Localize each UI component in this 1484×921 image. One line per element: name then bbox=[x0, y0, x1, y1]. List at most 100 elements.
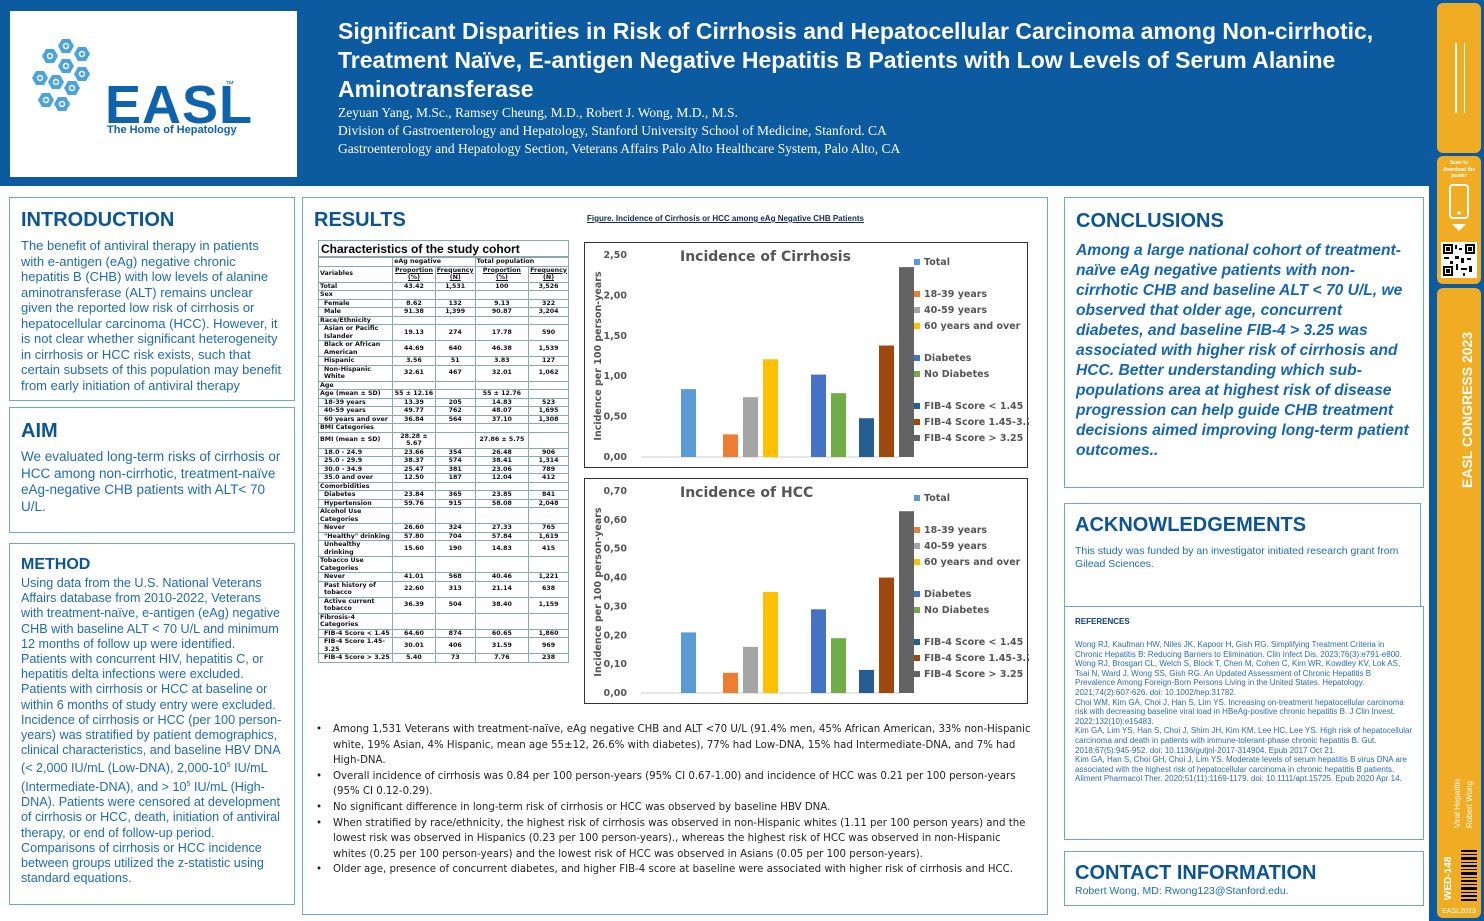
references-section: REFERENCES Wong RJ, Kaufman HW, Niles JK… bbox=[1064, 606, 1424, 840]
y-tick-label: 0,00 bbox=[604, 688, 628, 699]
table-cell: 38.37 bbox=[392, 456, 436, 466]
legend-swatch bbox=[914, 655, 920, 661]
table-cell: 322 bbox=[528, 298, 569, 308]
bar bbox=[723, 672, 738, 693]
y-axis-label: Incidence per 100 person-years bbox=[593, 271, 604, 440]
y-tick-label: 2,50 bbox=[604, 250, 628, 261]
affiliation-2: Gastroenterology and Hepatology Section,… bbox=[338, 141, 901, 156]
table-cell: FIB-4 Score < 1.45 bbox=[317, 628, 394, 638]
qr-code-icon[interactable] bbox=[1441, 242, 1477, 278]
table-cell bbox=[474, 315, 530, 325]
contact-text: Robert Wong, MD: Rwong123@Stanford.edu. bbox=[1075, 885, 1289, 897]
legend-swatch bbox=[914, 591, 920, 597]
sidebar-download-tab[interactable]: Scan to download the poster bbox=[1437, 156, 1481, 284]
table-cell: Female bbox=[317, 298, 394, 308]
table-cell: 704 bbox=[434, 531, 476, 541]
table-cell bbox=[392, 612, 436, 630]
chart-title: Incidence of HCC bbox=[680, 485, 813, 501]
legend-swatch bbox=[914, 495, 920, 501]
table-cell: Age (mean ± SD) bbox=[317, 389, 394, 399]
table-cell: 1,314 bbox=[528, 456, 569, 466]
acknowledgements-heading: ACKNOWLEDGEMENTS bbox=[1075, 514, 1307, 536]
table-cell bbox=[434, 315, 476, 325]
table-cell: 40.46 bbox=[474, 572, 530, 582]
logo-wordmark: EASL bbox=[105, 75, 254, 135]
poster-header: EASL ™ The Home of Hepatology Significan… bbox=[0, 0, 1432, 186]
table-cell: 40-59 years bbox=[317, 406, 394, 416]
bar bbox=[899, 511, 914, 693]
table-cell: 132 bbox=[434, 298, 476, 308]
table-cell: 23.85 bbox=[474, 490, 530, 500]
bar bbox=[723, 434, 738, 457]
legend-swatch bbox=[914, 307, 920, 313]
table-cell: 18.0 - 24.9 bbox=[317, 447, 394, 457]
table-cell bbox=[528, 431, 569, 449]
bar bbox=[879, 345, 894, 457]
aim-heading: AIM bbox=[21, 420, 58, 442]
table-cell: 574 bbox=[434, 456, 476, 466]
y-tick-label: 0,10 bbox=[604, 659, 628, 670]
legend-swatch bbox=[914, 419, 920, 425]
table-cell: Race/Ethnicity bbox=[317, 315, 394, 325]
y-tick-label: 0,20 bbox=[604, 630, 628, 641]
table-cell: 25.0 - 29.9 bbox=[317, 456, 394, 466]
logo-trademark: ™ bbox=[225, 79, 234, 89]
table-cell: 36.39 bbox=[392, 596, 436, 614]
reference-item: Wong RJ, Kaufman HW, Niles JK, Kapoor H,… bbox=[1075, 640, 1402, 659]
y-tick-label: 0,50 bbox=[604, 412, 628, 423]
legend-label: FIB-4 Score < 1.45 bbox=[924, 637, 1023, 648]
table-cell: 60 years and over bbox=[317, 414, 394, 424]
table-cell bbox=[434, 431, 476, 449]
table-cell: Hypertension bbox=[317, 498, 394, 508]
method-heading: METHOD bbox=[21, 556, 91, 573]
table-cell bbox=[528, 380, 569, 390]
table-group-header: eAg negative bbox=[392, 257, 476, 267]
bar bbox=[811, 609, 826, 693]
topic-text: Viral Hepatitis bbox=[1453, 778, 1462, 828]
table-cell: Active current tobacco bbox=[317, 596, 394, 614]
table-header-cell: Proportion (%) bbox=[474, 265, 530, 283]
table-cell: 523 bbox=[528, 397, 569, 407]
results-section: RESULTS Figure. Incidence of Cirrhosis o… bbox=[302, 197, 1048, 915]
table-cell: 27.86 ± 5.75 bbox=[474, 431, 530, 449]
cohort-table-title: Characteristics of the study cohort bbox=[318, 240, 569, 257]
cohort-table: eAg negative Total population Variables Pro… bbox=[317, 257, 570, 663]
table-cell: 12.50 bbox=[392, 473, 436, 483]
table-cell: 313 bbox=[434, 580, 476, 598]
figure-caption: Figure. Incidence of Cirrhosis or HCC am… bbox=[587, 214, 864, 223]
legend-label: 40-59 years bbox=[924, 305, 987, 316]
sidebar-congress-tab: EASL CONGRESS 2023 Viral Hepatitis Rober… bbox=[1437, 288, 1481, 918]
legend-label: FIB-4 Score 1.45-3.25 bbox=[924, 653, 1029, 664]
table-cell: 1,695 bbox=[528, 406, 569, 416]
barcode-icon bbox=[1461, 850, 1477, 901]
table-cell: Tobacco Use Categories bbox=[317, 556, 394, 573]
aim-text: We evaluated long-term risks of cirrhosi… bbox=[21, 449, 281, 514]
table-cell: 64.60 bbox=[392, 628, 436, 638]
table-cell: 26.60 bbox=[392, 523, 436, 533]
table-cell: Hispanic bbox=[317, 356, 394, 366]
contact-section: CONTACT INFORMATION Robert Wong, MD: Rwo… bbox=[1064, 851, 1424, 906]
table-cell: 31.59 bbox=[474, 637, 530, 654]
conclusions-text: Among a large national cohort of treatme… bbox=[1076, 242, 1409, 459]
table-row: Fibrosis-4 Categories bbox=[317, 612, 569, 630]
table-cell: Never bbox=[317, 523, 394, 533]
legend-swatch bbox=[914, 543, 920, 549]
table-header-cell: Proportion (%) bbox=[392, 265, 436, 283]
result-bullet: Among 1,531 Veterans with treatment-naïv… bbox=[316, 722, 1037, 769]
table-cell: 46.38 bbox=[474, 340, 530, 357]
table-cell: 32.01 bbox=[474, 364, 530, 382]
table-cell bbox=[434, 481, 476, 491]
table-cell bbox=[528, 612, 569, 630]
table-cell: 906 bbox=[528, 447, 569, 457]
table-cell bbox=[528, 507, 569, 524]
legend-label: FIB-4 Score < 1.45 bbox=[924, 401, 1023, 412]
table-cell: 7.76 bbox=[474, 653, 530, 663]
table-cell: Sex bbox=[317, 290, 394, 300]
cohort-table-wrapper: Characteristics of the study cohort eAg … bbox=[317, 240, 570, 663]
legend-label: No Diabetes bbox=[924, 605, 990, 616]
table-cell: 1,860 bbox=[528, 628, 569, 638]
table-cell: 1,062 bbox=[528, 364, 569, 382]
y-tick-label: 0,60 bbox=[604, 515, 628, 526]
table-cell: 14.83 bbox=[474, 540, 530, 557]
